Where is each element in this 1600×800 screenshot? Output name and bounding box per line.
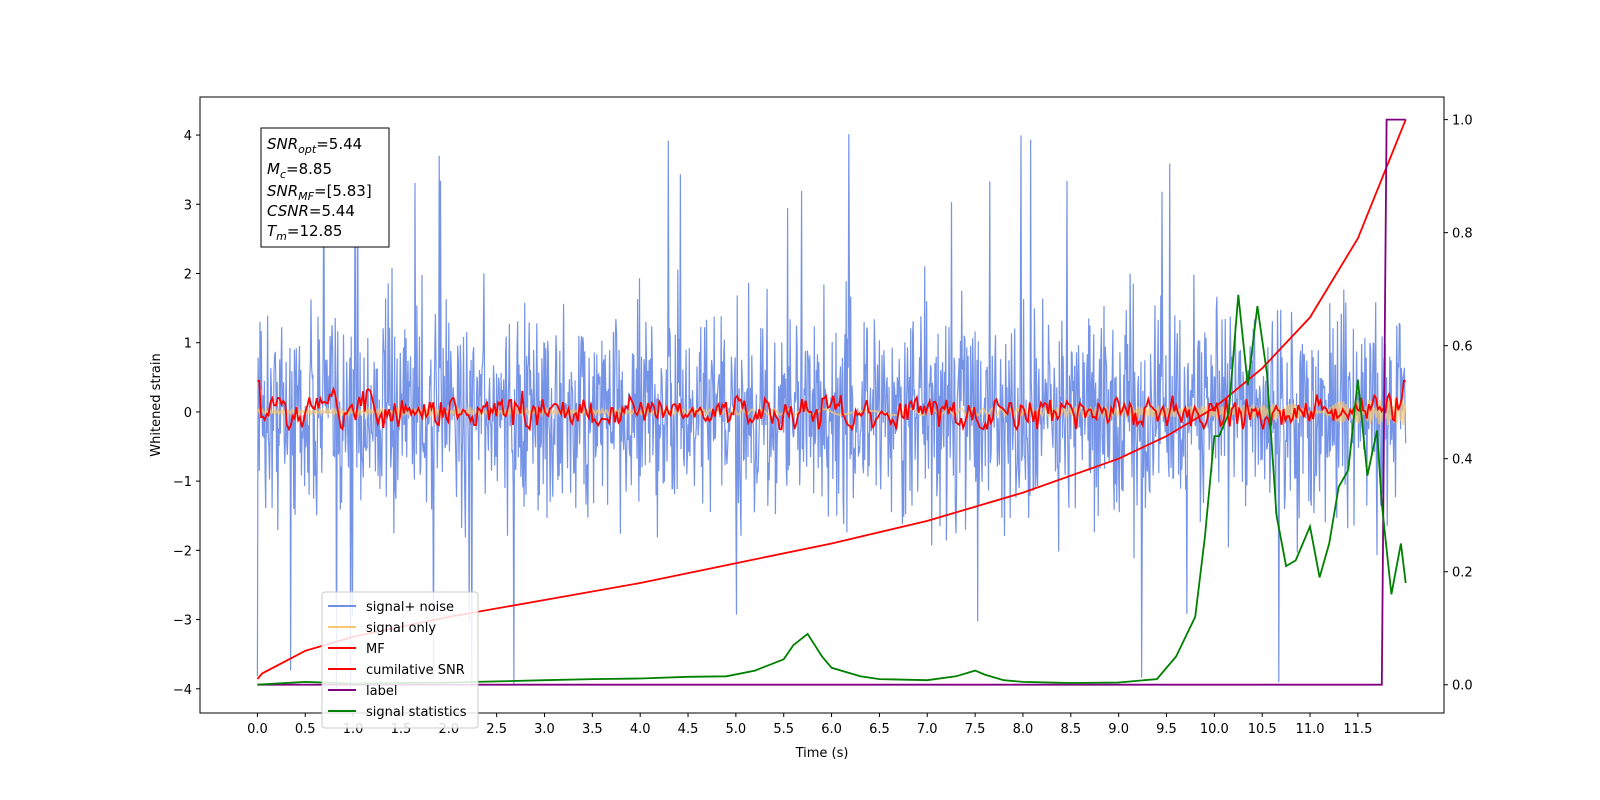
x-axis-label: Time (s) bbox=[795, 746, 849, 761]
x-tick-label: 0.5 bbox=[295, 722, 316, 737]
y-axis-left: 4 3 2 1 0 −1 −2 −3 −4 bbox=[173, 129, 200, 698]
y-left-tick-label: −4 bbox=[173, 683, 192, 698]
y-right-tick-label: 0.8 bbox=[1452, 227, 1473, 242]
y-axis-label-left: Whitened strain bbox=[149, 353, 164, 456]
info-csnr: CSNR=5.44 bbox=[267, 202, 355, 220]
x-tick-label: 7.0 bbox=[917, 722, 938, 737]
series-mf bbox=[257, 379, 1406, 432]
y-left-tick-label: 3 bbox=[184, 198, 192, 213]
legend-entry: label bbox=[366, 684, 397, 699]
series-label bbox=[257, 118, 1406, 686]
y-left-tick-label: −2 bbox=[173, 544, 192, 559]
x-tick-label: 2.5 bbox=[486, 722, 507, 737]
x-tick-label: 11.5 bbox=[1343, 722, 1372, 737]
series-signal-statistics bbox=[257, 294, 1407, 686]
info-mc: Mc=8.85 bbox=[267, 160, 332, 181]
y-left-tick-label: 4 bbox=[184, 129, 192, 144]
x-tick-label: 3.5 bbox=[582, 722, 603, 737]
legend-frame bbox=[321, 591, 479, 729]
info-tm: Tm=12.85 bbox=[267, 222, 342, 243]
x-tick-label: 5.0 bbox=[726, 722, 747, 737]
legend-entry: signal only bbox=[366, 621, 436, 636]
x-tick-label: 6.0 bbox=[821, 722, 842, 737]
y-right-tick-label: 0.6 bbox=[1452, 340, 1473, 355]
x-tick-label: 10.0 bbox=[1200, 722, 1229, 737]
y-right-tick-label: 0.2 bbox=[1452, 566, 1473, 581]
y-left-tick-label: −3 bbox=[173, 614, 192, 629]
legend-entry: cumilative SNR bbox=[366, 663, 465, 678]
y-right-tick-label: 0.4 bbox=[1452, 453, 1473, 468]
x-tick-label: 9.0 bbox=[1108, 722, 1129, 737]
x-tick-label: 6.5 bbox=[869, 722, 890, 737]
y-left-tick-label: 2 bbox=[184, 267, 192, 282]
info-box-frame bbox=[260, 127, 390, 248]
x-tick-label: 3.0 bbox=[534, 722, 555, 737]
x-tick-label: 8.0 bbox=[1013, 722, 1034, 737]
x-tick-label: 0.0 bbox=[247, 722, 268, 737]
info-box: SNRopt=5.44 Mc=8.85 SNRMF=[5.83] CSNR=5.… bbox=[260, 127, 390, 248]
y-left-tick-label: 0 bbox=[184, 406, 192, 421]
info-snr-opt: SNRopt=5.44 bbox=[267, 135, 362, 156]
x-tick-label: 9.5 bbox=[1156, 722, 1177, 737]
legend-entry: signal+ noise bbox=[366, 600, 454, 615]
x-tick-label: 4.0 bbox=[630, 722, 651, 737]
y-right-tick-label: 0.0 bbox=[1452, 679, 1473, 694]
series-signal-noise bbox=[256, 133, 1407, 689]
x-tick-label: 7.5 bbox=[965, 722, 986, 737]
plot-frame bbox=[199, 96, 1445, 714]
legend: signal+ noise signal only MF cumilative SNR… bbox=[321, 591, 479, 729]
x-tick-label: 10.5 bbox=[1248, 722, 1277, 737]
y-axis-right: 1.0 0.8 0.6 0.4 0.2 0.0 bbox=[1444, 114, 1473, 694]
info-snr-mf: SNRMF=[5.83] bbox=[267, 182, 372, 203]
legend-entry: signal statistics bbox=[366, 705, 467, 720]
y-right-tick-label: 1.0 bbox=[1452, 114, 1473, 129]
x-tick-label: 4.5 bbox=[678, 722, 699, 737]
x-tick-label: 11.0 bbox=[1296, 722, 1325, 737]
y-left-tick-label: 1 bbox=[184, 337, 192, 352]
x-tick-label: 8.5 bbox=[1060, 722, 1081, 737]
y-left-tick-label: −1 bbox=[173, 475, 192, 490]
legend-entry: MF bbox=[366, 642, 385, 657]
x-tick-label: 5.5 bbox=[773, 722, 794, 737]
